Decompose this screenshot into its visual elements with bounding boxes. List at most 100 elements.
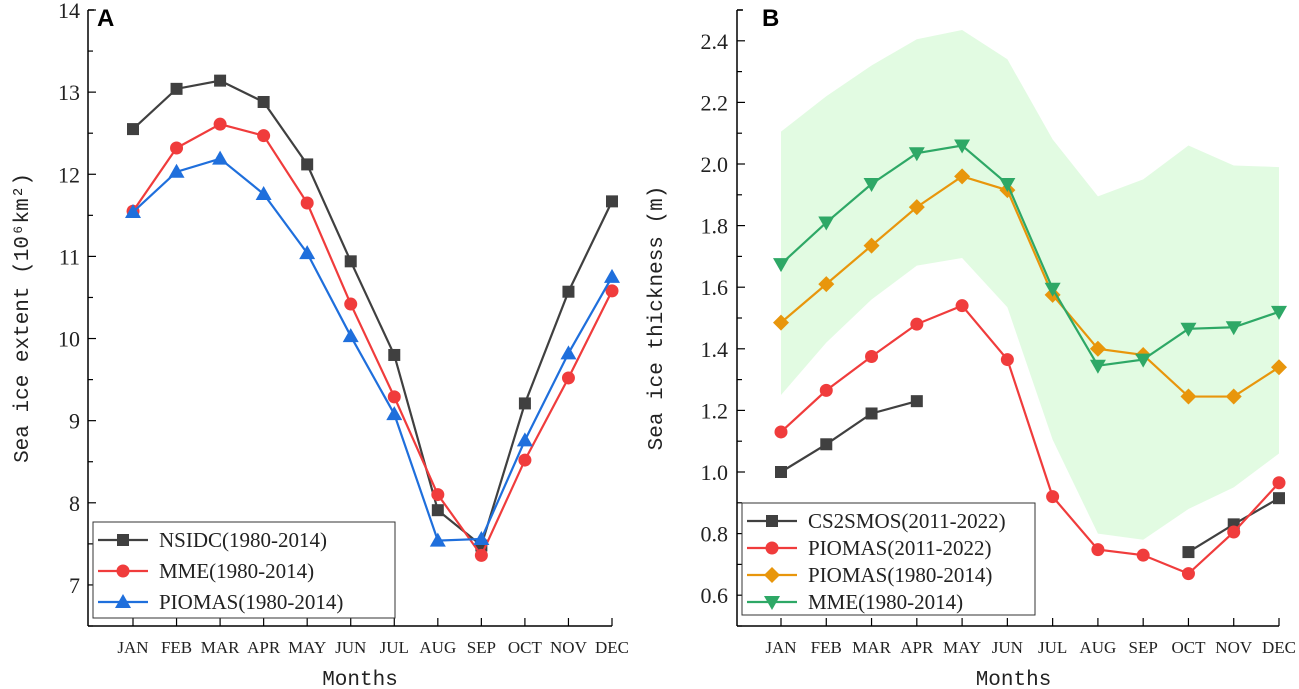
legend-marker [765, 541, 779, 555]
panel-label: A [97, 5, 114, 32]
x-tick-label: JUN [335, 638, 366, 657]
data-point [386, 406, 403, 421]
data-point [863, 178, 880, 193]
data-point [431, 488, 445, 502]
legend-label: PIOMAS(2011-2022) [808, 536, 992, 560]
x-tick-label: JAN [765, 638, 796, 657]
x-tick-label: JUL [380, 638, 409, 657]
data-point [168, 163, 185, 178]
y-tick-label: 1.8 [701, 214, 729, 239]
x-tick-label: APR [247, 638, 281, 657]
y-tick-label: 0.8 [701, 522, 729, 547]
y-tick-label: 0.6 [701, 583, 729, 608]
y-tick-label: 10 [58, 327, 80, 352]
legend-marker [764, 567, 780, 583]
x-tick-label: AUG [1079, 638, 1116, 657]
series-line [780, 304, 1280, 575]
data-point [999, 178, 1016, 193]
data-point [213, 117, 227, 131]
data-point [431, 504, 444, 517]
data-point [1272, 476, 1286, 490]
series-line [780, 400, 918, 473]
y-axis-label: Sea ice extent (10⁶km²) [12, 173, 35, 463]
x-tick-label: OCT [1171, 638, 1206, 657]
series-nsidc-1980-2014 [127, 74, 618, 552]
data-point [1273, 492, 1285, 505]
x-tick-label: MAY [288, 638, 326, 657]
data-point [518, 397, 531, 410]
data-point [865, 350, 879, 363]
x-axis-label: Months [322, 669, 398, 689]
y-tick-label: 12 [58, 162, 80, 187]
legend-label: NSIDC(1980-2014) [159, 528, 327, 552]
x-tick-label: FEB [161, 638, 192, 657]
series-line [132, 157, 613, 542]
x-tick-label: SEP [1129, 638, 1158, 657]
legend-label: MME(1980-2014) [808, 590, 963, 614]
data-point [516, 432, 533, 447]
data-point [388, 348, 401, 361]
data-point [606, 195, 618, 208]
panel-label: B [762, 5, 779, 32]
data-point [775, 466, 787, 478]
legend-marker [764, 596, 780, 610]
data-point [387, 390, 401, 404]
data-point [773, 314, 789, 331]
x-tick-label: MAR [201, 638, 240, 657]
series-mme-1980-2014 [126, 117, 619, 562]
y-tick-label: 13 [58, 80, 80, 105]
data-point [125, 204, 141, 219]
data-point [773, 258, 789, 273]
data-point [818, 216, 835, 231]
x-tick-label: MAR [852, 638, 891, 657]
data-point [1135, 353, 1152, 368]
data-point [344, 297, 358, 311]
y-tick-label: 9 [69, 409, 80, 434]
data-point [1000, 353, 1014, 367]
data-point [1044, 282, 1061, 297]
data-point [474, 548, 488, 562]
data-point [301, 158, 314, 171]
x-tick-label: FEB [811, 638, 842, 657]
legend-label: MME(1980-2014) [159, 559, 314, 583]
y-tick-label: 2.2 [701, 90, 729, 115]
data-point [1136, 548, 1150, 562]
data-point [954, 168, 971, 185]
series-piomas-1980-2014 [125, 150, 620, 547]
legend-marker [117, 534, 129, 546]
data-point [257, 129, 271, 143]
data-point [1181, 567, 1195, 581]
legend-marker [766, 515, 778, 527]
data-point [955, 299, 969, 313]
data-point [1271, 359, 1287, 376]
legend: CS2SMOS(2011-2022) PIOMAS(2011-2022) PIOMA… [741, 502, 1036, 616]
data-point [1091, 543, 1105, 557]
data-point [1271, 305, 1287, 320]
series-mme-1980-2014 [773, 139, 1287, 374]
legend-label: PIOMAS(1980-2014) [808, 563, 992, 587]
x-tick-label: MAY [943, 638, 981, 657]
data-point [1089, 359, 1106, 374]
x-tick-label: DEC [1262, 638, 1296, 657]
data-point [1182, 546, 1195, 559]
y-tick-label: 7 [69, 573, 80, 598]
data-point [560, 345, 577, 360]
legend-label: CS2SMOS(2011-2022) [808, 509, 1006, 533]
data-point [255, 185, 272, 200]
x-tick-label: OCT [508, 638, 543, 657]
x-tick-label: NOV [550, 638, 588, 657]
data-point [908, 199, 925, 216]
data-point [910, 395, 923, 408]
data-point [774, 425, 788, 439]
x-tick-label: DEC [595, 638, 629, 657]
data-point [429, 532, 446, 547]
series-piomas-2011-2022 [774, 299, 1286, 581]
data-point [1089, 340, 1106, 357]
y-tick-label: 2.4 [701, 29, 729, 54]
data-point [605, 284, 619, 298]
data-point [344, 255, 357, 268]
data-point [1225, 321, 1242, 336]
data-point [127, 123, 139, 136]
data-point [212, 150, 229, 165]
